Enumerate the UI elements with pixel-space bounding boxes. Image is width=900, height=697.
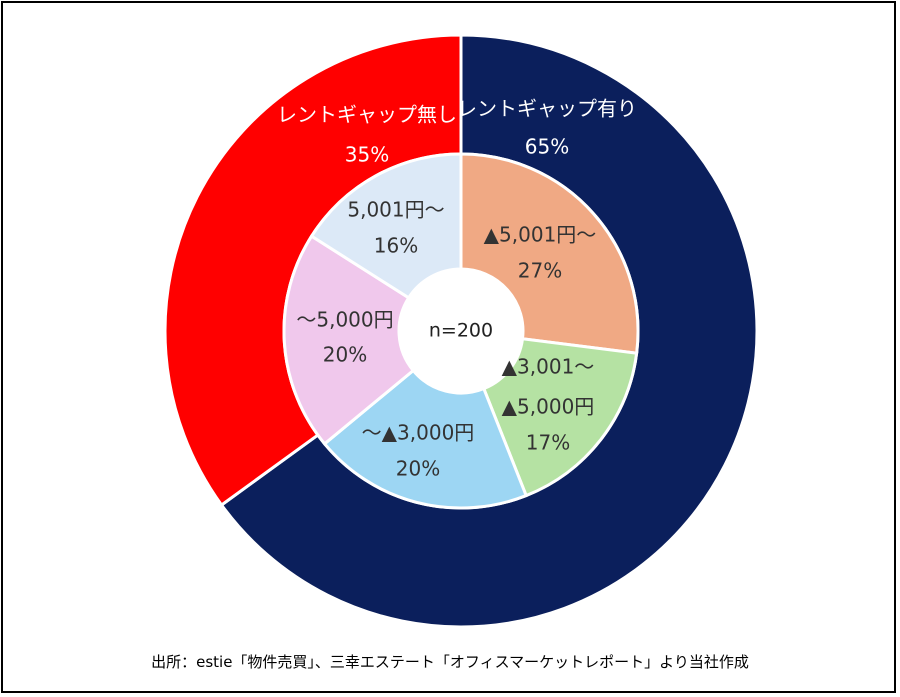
outer-slice-value: 35% [345,143,389,167]
inner-slice-value: 17% [526,431,570,455]
outer-slice-label: レントギャップ有り [457,97,637,121]
inner-slice-value: 27% [518,259,562,283]
center-label: n=200 [429,320,493,342]
source-note: 出所：estie「物件売買」、三幸エステート「オフィスマーケットレポート」より当… [151,653,749,671]
inner-slice-label: ▲5,001円～ [484,223,597,247]
inner-slice-value: 20% [323,343,367,367]
inner-slice-value: 20% [396,457,440,481]
inner-slice-label: ▲5,000円 [502,395,595,419]
inner-slice-label: ▲3,001～ [502,355,595,379]
donut-center [399,269,523,393]
outer-slice-label: レントギャップ無し [277,103,457,127]
inner-slice-label: 5,001円～ [347,198,444,222]
inner-slice-value: 16% [374,234,418,258]
inner-slice-label: ～▲3,000円 [362,421,475,445]
inner-slice-label: ～5,000円 [296,308,393,332]
outer-slice-value: 65% [525,135,569,159]
